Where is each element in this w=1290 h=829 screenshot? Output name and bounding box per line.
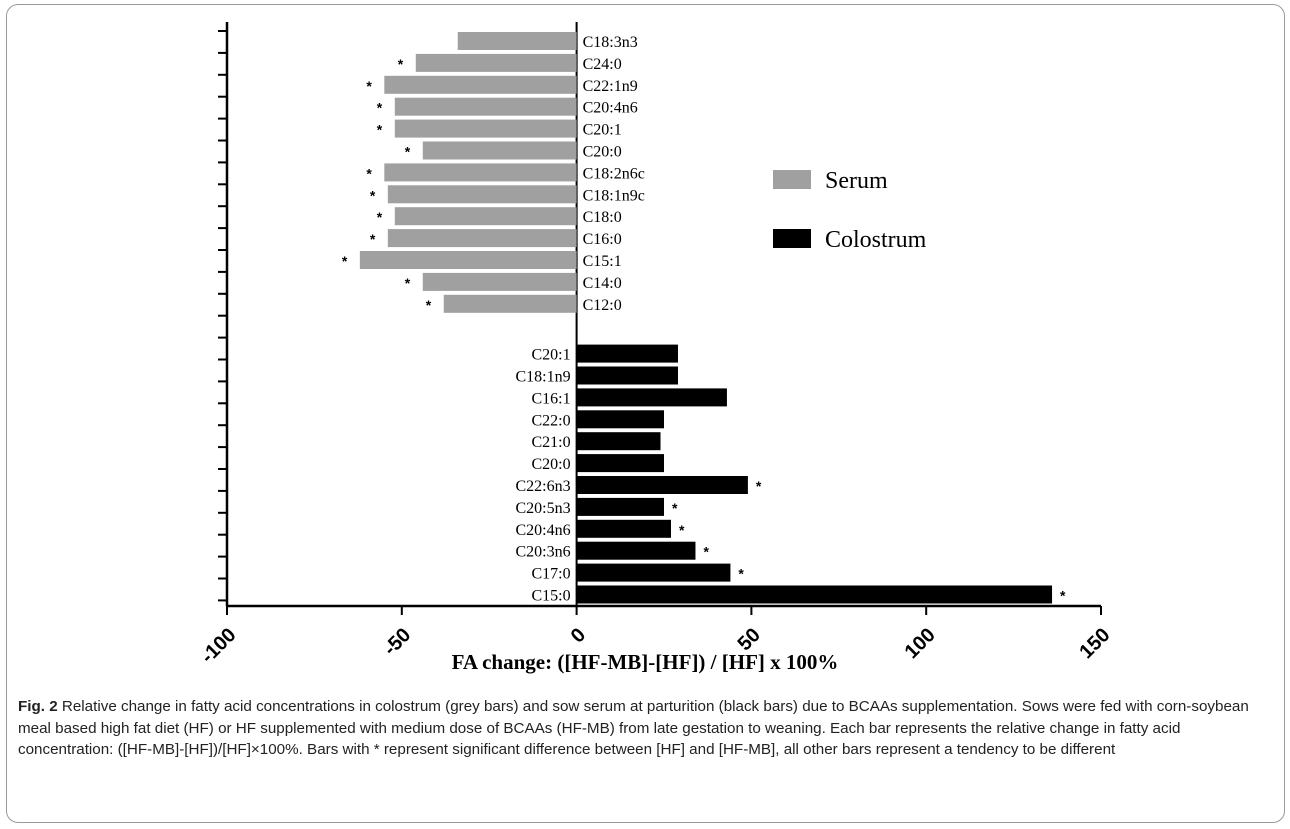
colostrum-category-label: C16:1 bbox=[531, 390, 570, 407]
significance-mark: * bbox=[366, 165, 372, 181]
chart-bars bbox=[359, 32, 1053, 604]
significance-mark: * bbox=[377, 122, 383, 138]
colostrum-category-label: C20:3n6 bbox=[515, 544, 570, 561]
serum-bar bbox=[443, 294, 577, 313]
serum-bar bbox=[387, 185, 577, 204]
serum-category-label: C18:0 bbox=[583, 209, 622, 226]
legend-swatch bbox=[773, 170, 811, 189]
serum-category-label: C20:4n6 bbox=[583, 100, 638, 117]
bar-chart: -100 -50 0 50 100 150 C18:3n3C24:0*C22:1n9*C2… bbox=[197, 22, 1115, 668]
colostrum-bar bbox=[576, 585, 1053, 604]
colostrum-category-label: C18:1n9 bbox=[515, 369, 570, 386]
colostrum-bar bbox=[576, 388, 727, 407]
colostrum-bar bbox=[576, 541, 696, 560]
serum-category-label: C15:1 bbox=[583, 253, 622, 270]
significance-mark: * bbox=[1060, 588, 1066, 604]
x-tick-label: 0 bbox=[567, 624, 590, 647]
significance-mark: * bbox=[405, 275, 411, 291]
serum-bar bbox=[384, 75, 577, 94]
colostrum-bar bbox=[576, 563, 731, 582]
serum-bar bbox=[387, 229, 577, 248]
serum-bar bbox=[394, 119, 577, 138]
serum-category-label: C14:0 bbox=[583, 275, 622, 292]
serum-category-label: C18:1n9c bbox=[583, 187, 645, 204]
serum-category-label: C24:0 bbox=[583, 56, 622, 73]
colostrum-category-label: C21:0 bbox=[531, 434, 570, 451]
caption-text: Relative change in fatty acid concentrat… bbox=[18, 698, 1249, 758]
significance-mark: * bbox=[679, 522, 685, 538]
chart-legend: Serum Colostrum bbox=[773, 168, 927, 253]
significance-mark: * bbox=[405, 144, 411, 160]
serum-bar bbox=[422, 272, 577, 291]
significance-mark: * bbox=[370, 231, 376, 247]
colostrum-category-label: C22:6n3 bbox=[515, 478, 570, 495]
serum-bar bbox=[384, 163, 577, 182]
serum-category-label: C12:0 bbox=[583, 297, 622, 314]
serum-category-label: C18:2n6c bbox=[583, 165, 645, 182]
colostrum-category-label: C17:0 bbox=[531, 566, 570, 583]
caption-label: Fig. 2 bbox=[18, 698, 58, 715]
legend-swatch bbox=[773, 229, 811, 248]
serum-category-label: C16:0 bbox=[583, 231, 622, 248]
colostrum-bar bbox=[576, 366, 678, 385]
serum-category-label: C22:1n9 bbox=[583, 78, 638, 95]
colostrum-bar bbox=[576, 344, 678, 363]
significance-mark: * bbox=[377, 209, 383, 225]
figure-caption: Fig. 2 Relative change in fatty acid con… bbox=[18, 696, 1273, 761]
serum-bar bbox=[394, 97, 577, 116]
colostrum-bar bbox=[576, 519, 671, 538]
colostrum-bar bbox=[576, 476, 748, 494]
significance-mark: * bbox=[756, 478, 762, 494]
colostrum-bar bbox=[576, 432, 661, 451]
serum-bar bbox=[394, 207, 577, 226]
colostrum-bar bbox=[576, 497, 664, 516]
colostrum-category-label: C15:0 bbox=[531, 588, 570, 605]
significance-mark: * bbox=[370, 187, 376, 203]
legend-label: Colostrum bbox=[825, 227, 927, 253]
serum-category-label: C20:0 bbox=[583, 144, 622, 161]
colostrum-bar bbox=[576, 410, 664, 429]
serum-bar bbox=[359, 251, 577, 269]
colostrum-category-label: C20:4n6 bbox=[515, 522, 570, 539]
significance-mark: * bbox=[398, 56, 404, 72]
significance-mark: * bbox=[426, 297, 432, 313]
significance-mark: * bbox=[366, 78, 372, 94]
colostrum-category-label: C22:0 bbox=[531, 412, 570, 429]
significance-mark: * bbox=[738, 566, 744, 582]
colostrum-bar bbox=[576, 454, 664, 473]
chart-labels: C18:3n3 C24:0 * C22:1n9 * C20:4n6 * C20:1 * C20:0… bbox=[342, 34, 1066, 605]
x-axis-title: FA change: ([HF-MB]-[HF]) / [HF] x 100% bbox=[451, 650, 839, 674]
colostrum-category-label: C20:1 bbox=[531, 347, 570, 364]
significance-mark: * bbox=[377, 100, 383, 116]
serum-category-label: C20:1 bbox=[583, 122, 622, 139]
serum-bar bbox=[415, 53, 577, 72]
serum-bar bbox=[457, 32, 577, 50]
significance-mark: * bbox=[342, 253, 348, 269]
significance-mark: * bbox=[672, 500, 678, 516]
serum-category-label: C18:3n3 bbox=[583, 34, 638, 51]
significance-mark: * bbox=[703, 544, 709, 560]
figure-frame bbox=[6, 4, 1285, 823]
serum-bar bbox=[422, 141, 577, 160]
legend-label: Serum bbox=[825, 168, 888, 194]
colostrum-category-label: C20:0 bbox=[531, 456, 570, 473]
colostrum-category-label: C20:5n3 bbox=[515, 500, 570, 517]
